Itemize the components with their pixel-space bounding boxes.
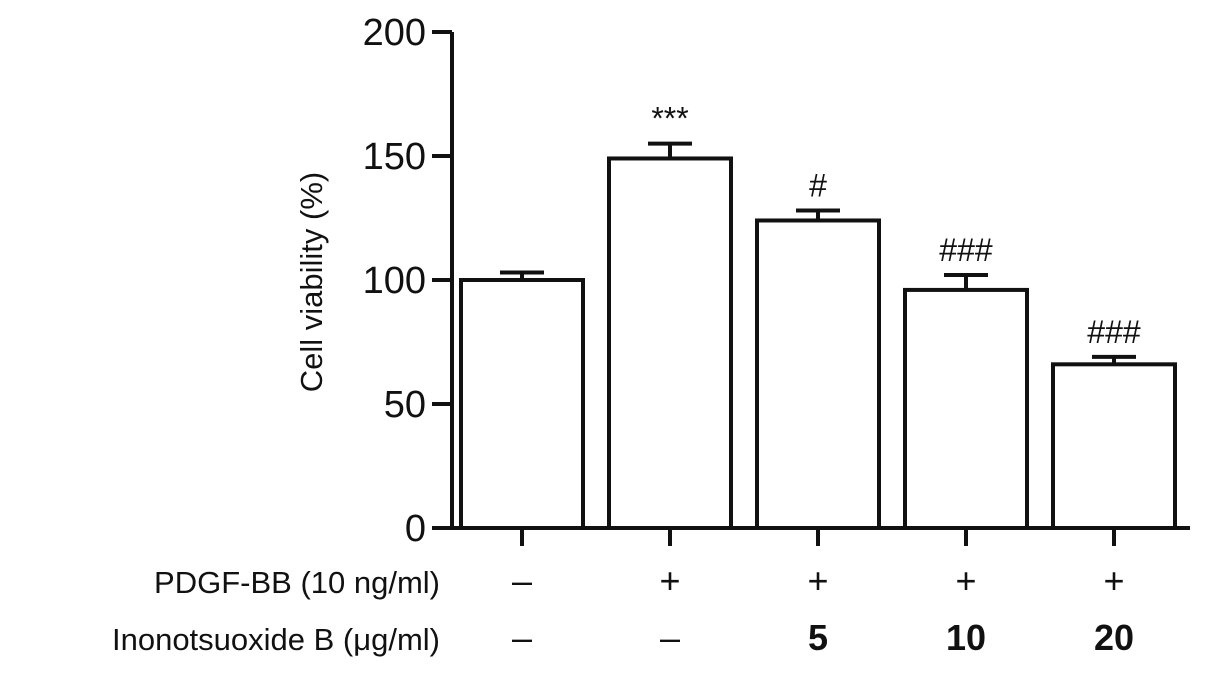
significance-label: #: [809, 168, 827, 204]
treatment-row-value: 20: [1094, 617, 1134, 658]
bar: [1051, 362, 1177, 530]
significance-label: ###: [1087, 314, 1141, 350]
treatment-row-value: –: [660, 617, 680, 658]
treatment-rows: PDGF-BB (10 ng/ml) – + + + + Inonotsuoxide B (…: [112, 560, 1134, 658]
treatment-row-value: +: [1103, 560, 1124, 601]
treatment-row-label: PDGF-BB (10 ng/ml): [154, 565, 440, 600]
treatment-row-value: –: [512, 617, 532, 658]
significance-label: ###: [939, 232, 993, 268]
y-tick-label: 0: [405, 508, 426, 550]
treatment-row-label: Inonotsuoxide B (μg/ml): [112, 622, 440, 657]
bar: [755, 218, 881, 530]
y-tick-label: 50: [384, 384, 426, 426]
significance-label: ***: [651, 101, 688, 137]
y-axis: 0 50 100 150 200: [363, 12, 454, 550]
treatment-row-value: +: [659, 560, 680, 601]
treatment-row-value: +: [955, 560, 976, 601]
y-axis-title: Cell viability (%): [294, 172, 329, 392]
treatment-row-value: +: [807, 560, 828, 601]
y-tick-label: 100: [363, 260, 426, 302]
y-tick-label: 200: [363, 12, 426, 54]
treatment-row-value: –: [512, 560, 532, 601]
treatment-row-value: 10: [946, 617, 986, 658]
y-tick-label: 150: [363, 136, 426, 178]
bar: [903, 287, 1029, 531]
bar: [607, 156, 733, 530]
bars: ***#######: [459, 101, 1177, 531]
treatment-row-value: 5: [808, 617, 828, 658]
x-axis: [452, 526, 1190, 546]
bar: [459, 278, 585, 530]
